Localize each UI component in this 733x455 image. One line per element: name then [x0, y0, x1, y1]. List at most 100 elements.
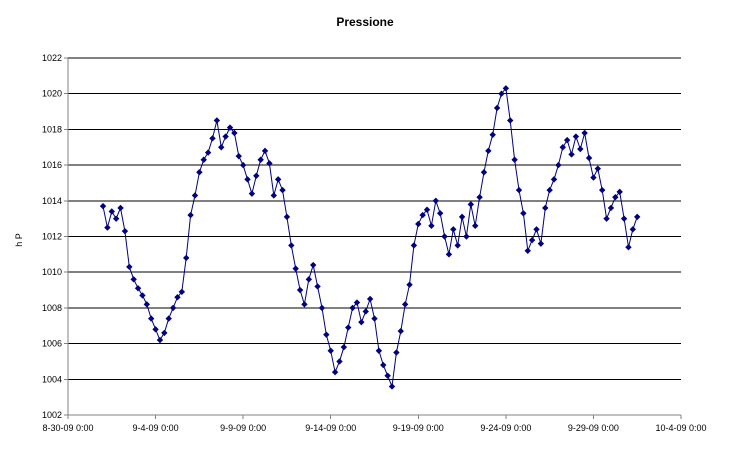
data-point [388, 383, 396, 390]
data-point [239, 161, 247, 169]
y-tick-label: 1012 [42, 232, 62, 242]
data-point [121, 227, 129, 235]
y-tick-label: 1008 [42, 303, 62, 313]
y-tick-label: 1010 [42, 267, 62, 277]
data-point [480, 169, 488, 176]
data-point [183, 254, 190, 262]
data-point [261, 147, 269, 155]
data-point [305, 276, 313, 283]
y-tick-label: 1020 [42, 89, 62, 99]
data-point [634, 213, 641, 221]
data-point [340, 343, 348, 351]
x-tick-label: 8-30-09 0:00 [42, 423, 93, 433]
data-point [629, 226, 637, 233]
y-tick-label: 1022 [42, 53, 62, 63]
data-point [410, 242, 418, 249]
data-point [625, 244, 632, 251]
data-point [156, 336, 164, 344]
data-point [603, 215, 610, 222]
data-point [458, 213, 466, 221]
series-line [102, 87, 638, 389]
y-axis-label: h P [14, 233, 24, 247]
data-point [147, 315, 155, 322]
y-tick-label: 1004 [42, 374, 62, 384]
data-point [358, 318, 365, 326]
data-point [454, 242, 461, 249]
data-point [187, 211, 194, 219]
data-point [165, 315, 172, 322]
data-point [283, 213, 291, 221]
data-point [380, 361, 387, 369]
data-point [270, 192, 277, 199]
data-point [507, 117, 514, 124]
data-point [537, 240, 545, 247]
data-point [485, 147, 492, 155]
data-point [555, 161, 562, 169]
data-point [353, 299, 361, 306]
data-point [104, 224, 111, 231]
data-point [498, 90, 505, 97]
data-point [594, 165, 602, 172]
data-point [428, 222, 435, 229]
data-point [139, 292, 146, 299]
data-point [222, 133, 229, 140]
data-point [209, 135, 216, 142]
data-point [191, 192, 199, 199]
data-point [568, 151, 575, 158]
data-point [533, 226, 540, 233]
data-point [126, 263, 133, 271]
x-tick-label: 10-4-09 0:00 [655, 423, 706, 433]
data-point [397, 327, 404, 335]
data-point [279, 186, 286, 194]
data-point [393, 349, 400, 356]
data-point [406, 281, 413, 288]
data-point [384, 372, 391, 379]
data-point [467, 201, 475, 208]
data-point [559, 144, 566, 151]
data-point [620, 215, 628, 222]
data-point [318, 304, 326, 312]
data-point [515, 186, 523, 194]
data-point [235, 152, 242, 160]
data-point [493, 104, 501, 112]
data-point [200, 156, 207, 163]
data-point [581, 129, 588, 137]
y-tick-label: 1016 [42, 160, 62, 170]
data-point [244, 176, 251, 183]
data-point [248, 190, 256, 197]
chart-title: Pressione [336, 15, 394, 29]
data-point [323, 331, 330, 338]
data-point [345, 324, 352, 331]
data-point [401, 301, 409, 308]
data-point [441, 233, 448, 240]
y-tick-label: 1006 [42, 339, 62, 349]
data-point [489, 131, 496, 138]
data-point [169, 304, 177, 312]
x-tick-label: 9-4-09 0:00 [133, 423, 179, 433]
data-point [445, 251, 453, 258]
data-point [550, 176, 558, 183]
tick-labels: 1002 1004 1006 1008 1010 1012 1014 1016 1018 1020… [42, 53, 707, 433]
x-tick-label: 9-9-09 0:00 [220, 423, 266, 433]
data-point [616, 188, 623, 196]
data-point [130, 276, 137, 283]
data-point [546, 186, 553, 194]
data-point [301, 301, 308, 308]
data-point [415, 220, 422, 228]
data-point [288, 242, 295, 249]
data-point [349, 304, 356, 312]
data-point [314, 283, 321, 290]
gridlines [68, 57, 681, 380]
data-point [511, 156, 518, 163]
data-point [572, 133, 580, 140]
data-point [231, 129, 238, 137]
axes [64, 57, 682, 419]
data-point [226, 124, 234, 131]
data-point [257, 156, 264, 163]
data-point [436, 210, 444, 217]
data-point [331, 368, 339, 376]
data-point [152, 326, 159, 333]
data-point [607, 204, 615, 212]
data-point [502, 85, 510, 92]
